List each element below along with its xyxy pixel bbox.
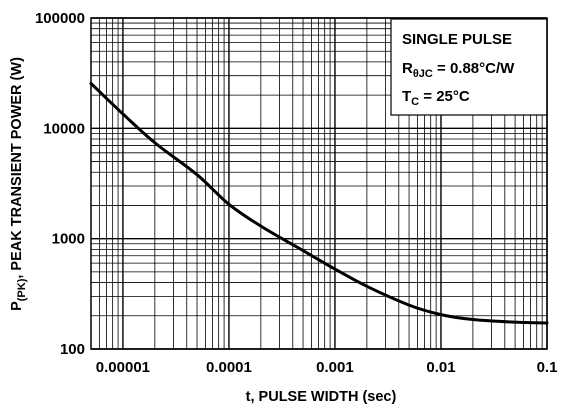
y-tick-label: 10000	[43, 120, 85, 137]
legend-line-3: TC = 25°C	[402, 88, 470, 108]
legend-line-2-prefix: R	[402, 60, 413, 77]
legend-line-2-rest: = 0.88°C/W	[433, 60, 515, 77]
legend-line-3-prefix: T	[402, 88, 411, 105]
y-tick-label: 1000	[52, 231, 85, 248]
y-tick-labels: 100 1000 10000 100000	[35, 10, 85, 358]
y-axis-title: P(PK), PEAK TRANSIENT POWER (W)	[9, 57, 28, 311]
x-tick-label: 0.1	[537, 359, 558, 376]
legend-line-2-sub: θJC	[413, 68, 433, 80]
plot-frame	[90, 17, 548, 350]
legend-box	[390, 18, 548, 116]
series-line	[89, 81, 549, 325]
y-axis-title-prefix: P	[9, 301, 25, 311]
x-tick-labels: 0.00001 0.0001 0.001 0.01 0.1	[96, 359, 558, 376]
x-tick-label: 0.00001	[96, 359, 150, 376]
legend-line-1: SINGLE PULSE	[402, 31, 512, 48]
legend-line-2: RθJC = 0.88°C/W	[402, 60, 515, 80]
x-tick-label: 0.001	[316, 359, 354, 376]
y-axis-title-sub: (PK)	[16, 278, 28, 301]
y-axis-title-rest: , PEAK TRANSIENT POWER (W)	[9, 57, 25, 279]
x-axis-title: t, PULSE WIDTH (sec)	[246, 389, 397, 405]
y-tick-label: 100000	[35, 10, 85, 27]
legend-line-3-rest: = 25°C	[419, 88, 470, 105]
x-tick-label: 0.0001	[206, 359, 252, 376]
legend-line-3-sub: C	[411, 96, 419, 108]
y-tick-label: 100	[60, 341, 85, 358]
x-tick-label: 0.01	[426, 359, 455, 376]
